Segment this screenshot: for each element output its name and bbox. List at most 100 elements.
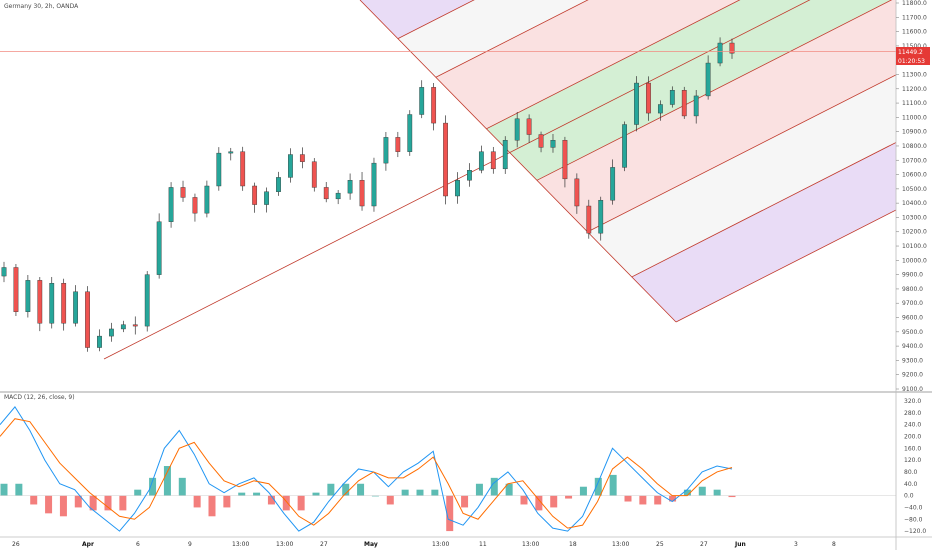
macd-histogram-bar [253,492,261,496]
candle-body [240,151,246,187]
price-tick-label: 9600.0 [902,315,923,322]
candle-body [264,191,269,205]
time-tick-label: 18 [569,541,577,548]
macd-histogram-bar [357,483,365,496]
macd-histogram-bar [520,495,528,505]
candle-body [228,151,234,154]
candle-body [216,152,222,187]
price-tick-label: 9800.0 [902,286,923,293]
macd-histogram-bar [416,489,424,496]
price-tick-label: 9100.0 [902,386,923,393]
macd-label: MACD (12, 26, close, 9) [4,394,75,401]
macd-histogram-bar [282,495,290,511]
macd-histogram-bar [267,495,275,505]
macd-histogram-bar [149,477,157,496]
candle-body [37,280,43,324]
price-badge-value: 11449.2 [898,49,923,56]
macd-histogram-bar [119,495,127,511]
candle-body [311,161,317,188]
candle-body [144,274,150,327]
candle-body [85,291,90,348]
price-tick-label: 11100.0 [902,100,927,107]
candle-body [657,104,663,114]
macd-histogram-bar [297,495,305,511]
candle-body [562,140,568,180]
price-tick-label: 9500.0 [902,329,923,336]
macd-tick-label: −40.0 [904,504,923,511]
price-axis-bg [896,0,932,550]
price-tick-label: 10500.0 [902,186,927,193]
macd-series-macd [0,406,733,532]
price-tick-label: 10100.0 [902,243,927,250]
candles-layer [1,37,735,352]
time-tick-label: May [364,541,378,548]
candle-body [455,180,460,197]
pitchfork-band-3 [486,0,892,181]
price-tick-label: 10400.0 [902,200,927,207]
candle-body [586,205,592,234]
pitchfork-line-2 [435,0,589,78]
macd-histogram-bar [104,495,112,511]
pitchfork-line-7 [675,191,932,323]
macd-histogram-bar [89,495,97,511]
price-tick-label: 9200.0 [902,372,923,379]
candle-body [705,62,711,97]
macd-histogram-bar [683,489,691,496]
price-tick-label: 10000.0 [902,257,927,264]
macd-histogram-bar [193,495,201,508]
time-tick-label: 25 [656,541,664,548]
macd-histogram-bar [624,495,632,502]
candle-body [1,267,7,277]
candle-body [25,280,31,312]
time-tick-label: 27 [700,541,708,548]
pitchfork-line-5 [587,56,932,233]
candle-body [407,114,413,152]
macd-histogram-bar [327,483,335,496]
pitchfork-band-4 [536,0,932,232]
macd-tick-label: −120.0 [904,528,926,535]
candle-body [252,185,258,205]
price-tick-label: 11500.0 [902,43,927,50]
countdown-badge-bg [896,56,930,65]
candle-body [717,42,723,64]
macd-histogram-bar [654,495,662,505]
macd-histogram-bar [594,477,602,496]
macd-histogram-bar [30,495,38,505]
price-tick-label: 10600.0 [902,172,927,179]
macd-histogram-bar [446,495,454,532]
macd-histogram-bar [728,495,736,498]
pitchfork-band-2 [435,0,740,129]
time-tick-label: 8 [832,541,836,548]
macd-histogram-bar [15,483,23,496]
pitchfork-line-4 [536,0,893,181]
macd-histogram-bar [401,489,409,496]
candle-body [299,154,305,162]
candle-body [276,177,281,192]
macd-tick-label: 120.0 [904,457,921,464]
time-tick-label: 13:00 [232,541,249,548]
candle-body [467,170,472,181]
candle-body [646,82,651,114]
pitchfork-band-6 [631,124,932,322]
macd-tick-label: −80.0 [904,516,923,523]
symbol-label: Germany 30, 2h, OANDA [4,3,79,10]
candle-body [610,167,616,201]
price-tick-label: 9700.0 [902,300,923,307]
macd-histogram-bar [45,495,53,514]
macd-series-signal [0,418,733,529]
macd-histogram-bar [0,483,8,496]
macd-tick-label: 40.0 [904,481,918,488]
candle-body [132,324,138,327]
macd-histogram-bar [713,489,721,496]
macd-tick-label: 160.0 [904,445,921,452]
candle-body [514,118,520,141]
macd-histogram-bar [550,495,558,508]
candle-body [443,122,448,197]
time-tick-label: 11 [479,541,487,548]
price-tick-label: 9900.0 [902,272,923,279]
macd-histogram-bar [208,495,216,517]
